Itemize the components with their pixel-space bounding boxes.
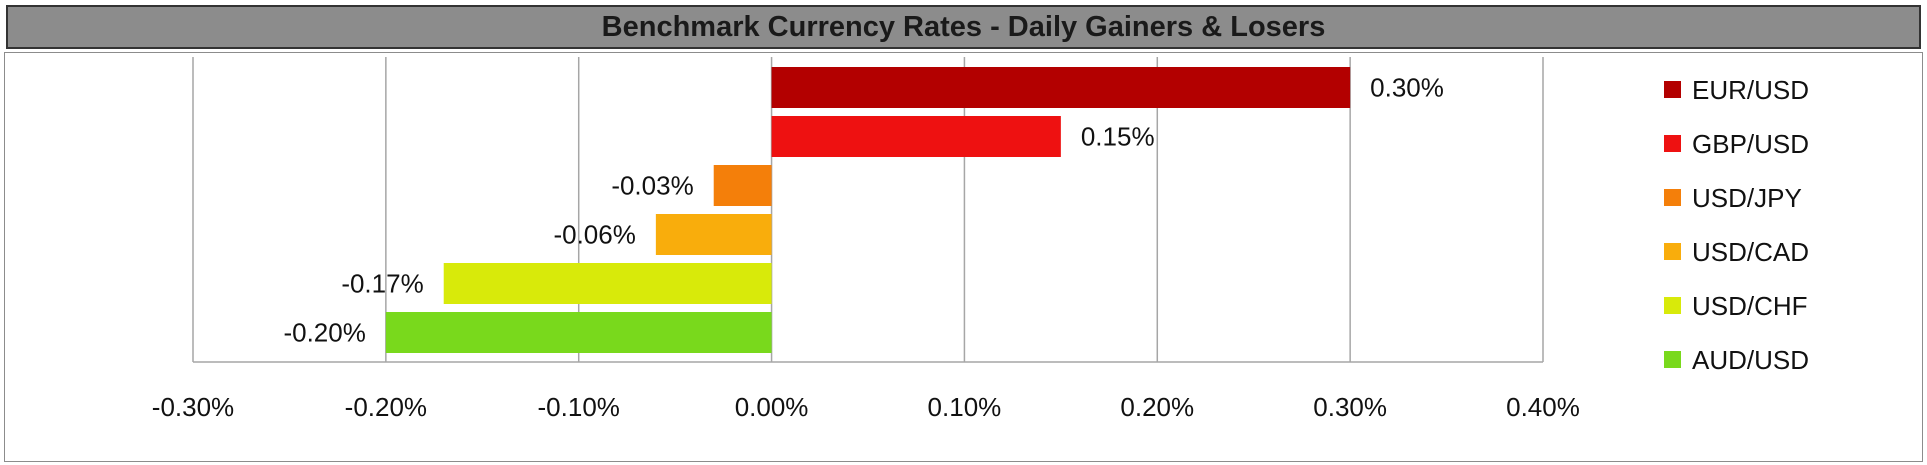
x-tick-label-4: 0.10% (928, 392, 1002, 422)
legend-swatch-usd-cad (1664, 243, 1681, 260)
legend-label-usd-jpy: USD/JPY (1692, 183, 1802, 213)
bar-eur-usd (771, 67, 1351, 108)
bar-usd-chf (443, 263, 772, 304)
x-tick-label-0: -0.30% (152, 392, 234, 422)
bar-usd-jpy (713, 165, 772, 206)
legend-swatch-gbp-usd (1664, 135, 1681, 152)
data-label-usd-chf: -0.17% (341, 269, 423, 299)
x-tick-label-7: 0.40% (1506, 392, 1580, 422)
data-label-usd-jpy: -0.03% (611, 171, 693, 201)
legend-label-eur-usd: EUR/USD (1692, 75, 1809, 105)
data-label-usd-cad: -0.06% (553, 220, 635, 250)
data-label-eur-usd: 0.30% (1370, 73, 1444, 103)
chart-title-bar: Benchmark Currency Rates - Daily Gainers… (6, 5, 1921, 49)
legend-label-gbp-usd: GBP/USD (1692, 129, 1809, 159)
legend-label-aud-usd: AUD/USD (1692, 345, 1809, 375)
x-tick-label-3: 0.00% (735, 392, 809, 422)
legend-swatch-usd-chf (1664, 297, 1681, 314)
x-tick-label-1: -0.20% (345, 392, 427, 422)
x-tick-label-6: 0.30% (1313, 392, 1387, 422)
plot-frame (4, 52, 1923, 462)
legend-label-usd-cad: USD/CAD (1692, 237, 1809, 267)
bar-gbp-usd (771, 116, 1061, 157)
legend-swatch-aud-usd (1664, 351, 1681, 368)
legend-swatch-usd-jpy (1664, 189, 1681, 206)
legend-swatch-eur-usd (1664, 81, 1681, 98)
x-tick-label-5: 0.20% (1120, 392, 1194, 422)
x-tick-label-2: -0.10% (538, 392, 620, 422)
data-label-gbp-usd: 0.15% (1081, 122, 1155, 152)
bar-usd-cad (655, 214, 772, 255)
bar-aud-usd (385, 312, 772, 353)
data-label-aud-usd: -0.20% (283, 318, 365, 348)
legend-label-usd-chf: USD/CHF (1692, 291, 1808, 321)
chart-title: Benchmark Currency Rates - Daily Gainers… (601, 10, 1326, 43)
